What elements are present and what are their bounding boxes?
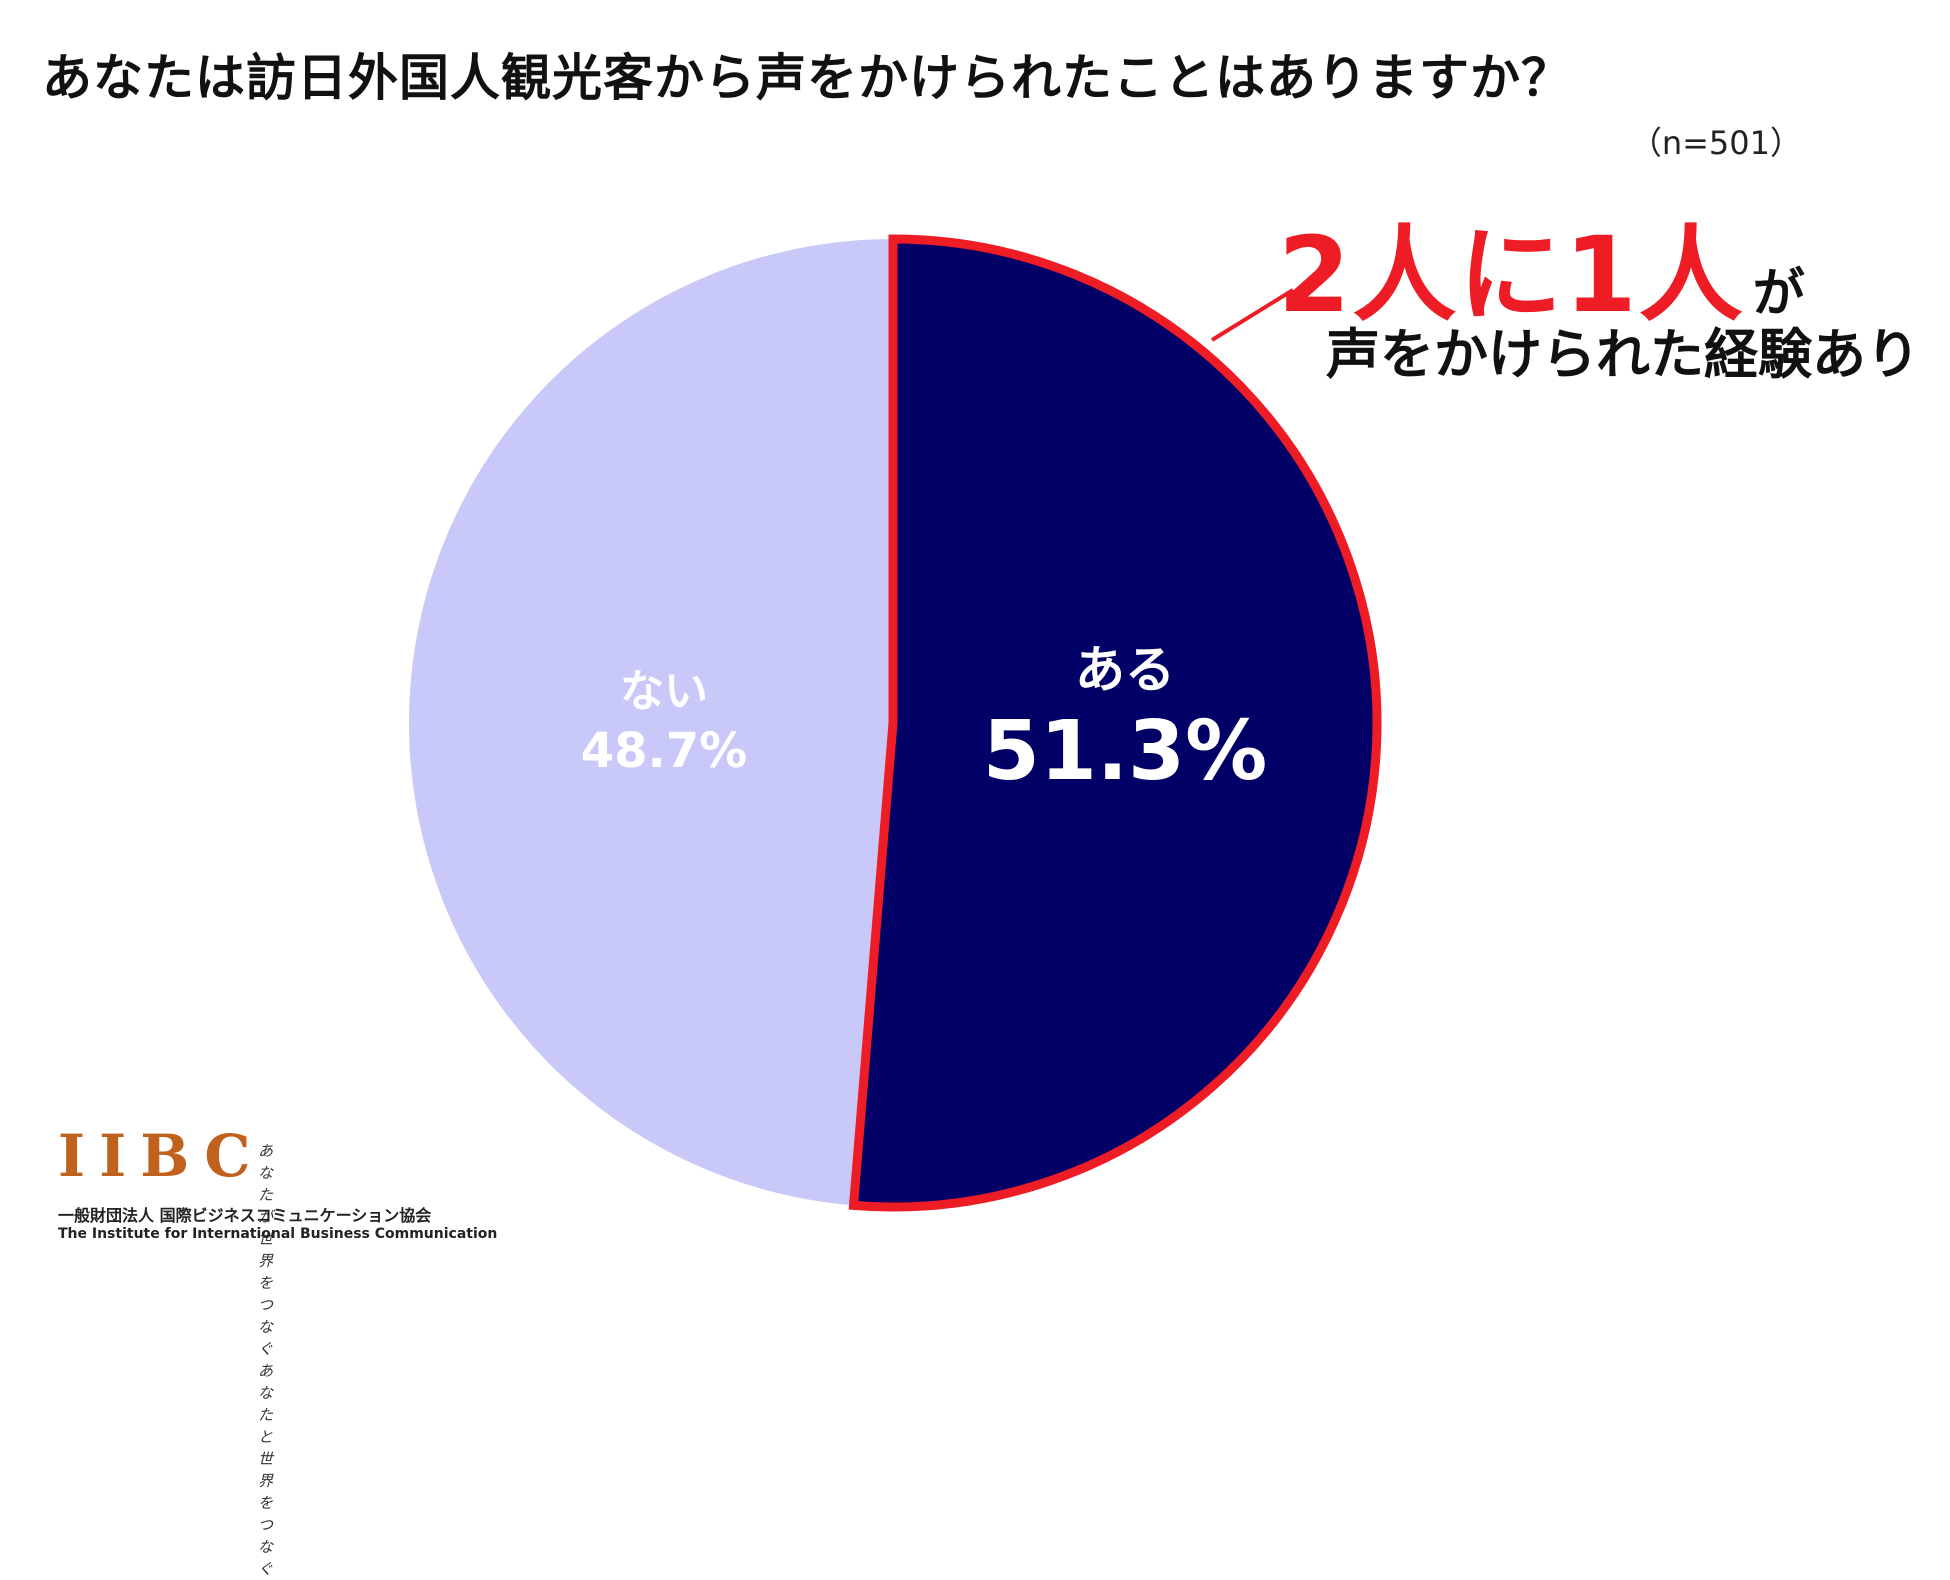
callout-leader-line bbox=[1210, 288, 1295, 342]
callout-subline: 声をかけられた経験あり bbox=[1326, 323, 1920, 386]
callout-suffix: が bbox=[1752, 264, 1805, 324]
iibc-logo: IIBC あなたが世界をつなぐ あなたと世界をつなぐ bbox=[58, 1122, 273, 1578]
slice-name-nai: ない bbox=[620, 666, 708, 717]
slice-label-aru: ある 51.3% bbox=[983, 630, 1267, 799]
slice-name-aru: ある bbox=[1074, 641, 1175, 699]
pie-slice-nai bbox=[408, 239, 893, 1206]
pie-chart bbox=[408, 234, 1382, 1212]
slice-label-nai: ない 48.7% bbox=[581, 655, 748, 779]
callout-big-text: 2人に1人 bbox=[1278, 214, 1745, 336]
callout-headline: 2人に1人が bbox=[1278, 190, 1805, 341]
chart-title: あなたは訪日外国人観光客から声をかけられたことはありますか？ bbox=[42, 49, 1572, 107]
slice-value-nai: 48.7% bbox=[580, 723, 748, 779]
pie-slice-aru bbox=[848, 234, 1382, 1212]
logo-tagline-2: あなたと世界をつなぐ bbox=[258, 1362, 274, 1578]
logo-tagline-1: あなたが世界をつなぐ bbox=[258, 1142, 274, 1358]
sample-size: （n=501） bbox=[1629, 124, 1802, 162]
org-name-en: The Institute for International Business… bbox=[58, 1226, 498, 1242]
org-name-ja: 一般財団法人 国際ビジネスコミュニケーション協会 bbox=[58, 1206, 432, 1225]
slice-value-aru: 51.3% bbox=[982, 704, 1268, 799]
logo-mark: IIBC bbox=[58, 1122, 265, 1190]
